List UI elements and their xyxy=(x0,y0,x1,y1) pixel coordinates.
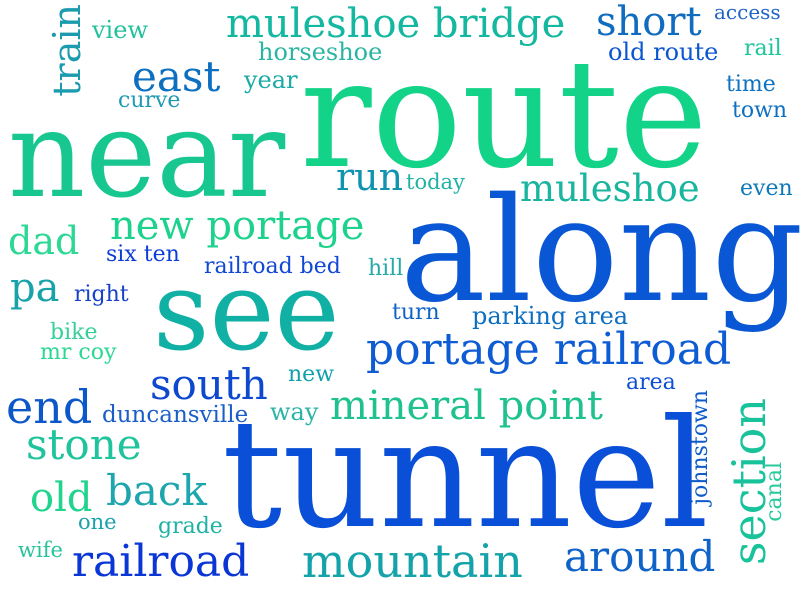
word-bike: bike xyxy=(50,320,98,345)
word-along: along xyxy=(400,166,800,334)
word-new-portage: new portage xyxy=(110,203,365,249)
word-six-ten: six ten xyxy=(106,242,180,267)
word-johnstown: johnstown xyxy=(688,390,713,505)
word-see: see xyxy=(153,247,340,375)
word-grade: grade xyxy=(158,514,223,539)
word-mineral-point: mineral point xyxy=(330,383,603,429)
word-rail: rail xyxy=(744,36,782,61)
word-mr-coy: mr coy xyxy=(40,340,117,365)
word-pa: pa xyxy=(10,265,60,311)
word-parking-area: parking area xyxy=(472,302,629,330)
word-wife: wife xyxy=(18,538,63,562)
word-short: short xyxy=(596,0,702,45)
word-town: town xyxy=(732,98,788,123)
word-railroad-bed: railroad bed xyxy=(204,254,341,279)
word-stone: stone xyxy=(26,420,142,469)
word-route: route xyxy=(300,28,708,202)
word-new: new xyxy=(288,362,335,387)
word-area: area xyxy=(626,370,676,395)
word-south: south xyxy=(150,360,268,409)
word-view: view xyxy=(92,16,148,44)
word-portage-railroad: portage railroad xyxy=(366,324,732,375)
word-today: today xyxy=(406,170,465,194)
word-curve: curve xyxy=(118,88,181,113)
word-old: old xyxy=(30,475,93,521)
word-way: way xyxy=(270,398,319,426)
word-old-route: old route xyxy=(608,38,719,66)
word-horseshoe: horseshoe xyxy=(258,38,383,66)
word-railroad: railroad xyxy=(72,536,250,587)
word-train: train xyxy=(45,4,89,97)
word-turn: turn xyxy=(392,300,440,325)
word-mountain: mountain xyxy=(302,534,523,588)
word-east: east xyxy=(132,52,221,101)
word-canal: canal xyxy=(762,462,787,522)
word-right: right xyxy=(74,282,129,307)
word-tunnel: tunnel xyxy=(222,388,709,562)
word-dad: dad xyxy=(8,219,80,263)
word-around: around xyxy=(564,532,716,581)
word-end: end xyxy=(6,380,93,434)
word-duncansville: duncansville xyxy=(102,402,249,428)
word-run: run xyxy=(336,155,404,199)
word-near: near xyxy=(8,86,286,225)
word-access: access xyxy=(714,0,781,24)
word-one: one xyxy=(78,510,117,534)
word-year: year xyxy=(244,66,298,94)
word-back: back xyxy=(106,466,207,515)
word-even: even xyxy=(740,176,793,201)
word-muleshoe-bridge: muleshoe bridge xyxy=(226,1,566,47)
word-time: time xyxy=(726,72,776,97)
word-hill: hill xyxy=(368,256,404,281)
word-muleshoe: muleshoe xyxy=(520,167,700,210)
